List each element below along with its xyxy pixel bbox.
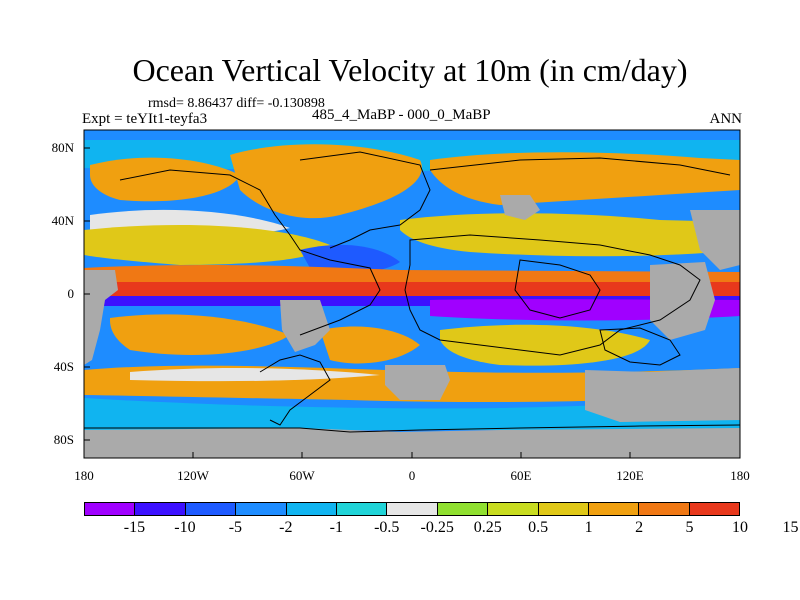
y-tick-label: 40S [53, 359, 74, 374]
equatorial-upwelling [84, 282, 740, 296]
colorbar-box [135, 503, 186, 515]
colorbar-box [387, 503, 438, 515]
deep-blue-north [300, 244, 400, 273]
north-subtropical-band [84, 225, 330, 265]
north-eurasia-warm-band [430, 152, 740, 205]
colorbar [84, 502, 740, 516]
north-subtropical-band-east [400, 213, 740, 257]
colorbar-box [639, 503, 690, 515]
y-tick-label: 80S [53, 432, 74, 447]
south-pacific-band [110, 314, 290, 355]
equatorial-downwelling [84, 296, 740, 306]
x-tick-label: 180 [730, 468, 750, 483]
colorbar-label: -15 [123, 519, 146, 536]
stats-text: rmsd= 8.86437 diff= -0.130898 [148, 96, 325, 111]
center-label: 485_4_MaBP - 000_0_MaBP [312, 107, 491, 123]
colorbar-label: -0.25 [420, 519, 454, 536]
colorbar-box [236, 503, 287, 515]
coastlines [84, 151, 740, 433]
colorbar-label: 1 [584, 519, 593, 536]
antarctic-margin [84, 398, 740, 430]
y-tick-label: 80N [51, 140, 74, 155]
colorbar-label: 5 [685, 519, 694, 536]
colorbar-box [185, 503, 237, 515]
colorbar-label: -10 [174, 519, 196, 536]
colorbar-box [488, 503, 539, 515]
season-label: ANN [709, 111, 743, 127]
land-africa-east [650, 262, 715, 340]
white-band-south [130, 368, 380, 382]
colorbar-label: -5 [228, 519, 243, 536]
land-america-west [84, 270, 118, 365]
south-atlantic-band [320, 326, 420, 364]
colorbar-box [336, 503, 388, 515]
colorbar-box [437, 503, 489, 515]
colorbar-label: 15 [782, 519, 799, 536]
y-tick-label: 40N [51, 213, 74, 228]
colorbar-box [85, 503, 136, 515]
south-indian-band [440, 324, 650, 366]
land-south-america-east [280, 300, 330, 352]
x-tick-label: 120W [177, 468, 209, 483]
colorbar-label: 0.5 [528, 519, 549, 536]
colorbar-label: -2 [279, 519, 293, 536]
land-asia-east [690, 210, 740, 270]
colorbar-label: -0.5 [374, 519, 400, 536]
north-pacific-warm-band [90, 157, 240, 202]
y-tick-label: 0 [67, 286, 75, 301]
land-north-greenland [500, 195, 540, 220]
colorbar-box [689, 503, 740, 515]
colorbar-box [538, 503, 589, 515]
colorbar-label: 0.25 [473, 519, 502, 536]
x-tick-label: 180 [74, 468, 94, 483]
colorbar-label: 2 [635, 519, 644, 536]
land-antarctica-piece [385, 365, 450, 400]
colorbar-box [588, 503, 640, 515]
colorbar-label: -1 [329, 519, 343, 536]
x-tick-label: 60E [510, 468, 532, 483]
x-tick-label: 120E [616, 468, 644, 483]
colorbar-label: 10 [732, 519, 748, 536]
tick-marks [83, 147, 741, 458]
page-title: Ocean Vertical Velocity at 10m (in cm/da… [132, 52, 688, 88]
x-tick-label: 60W [289, 468, 315, 483]
experiment-label: Expt = teYIt1-teyfa3 [82, 111, 208, 127]
equatorial-orange [84, 264, 740, 282]
colorbar-box [286, 503, 337, 515]
land-australia [585, 368, 740, 422]
north-atlantic-field [230, 144, 422, 219]
land-antarctica [84, 428, 740, 458]
x-tick-label: 0 [408, 468, 416, 483]
